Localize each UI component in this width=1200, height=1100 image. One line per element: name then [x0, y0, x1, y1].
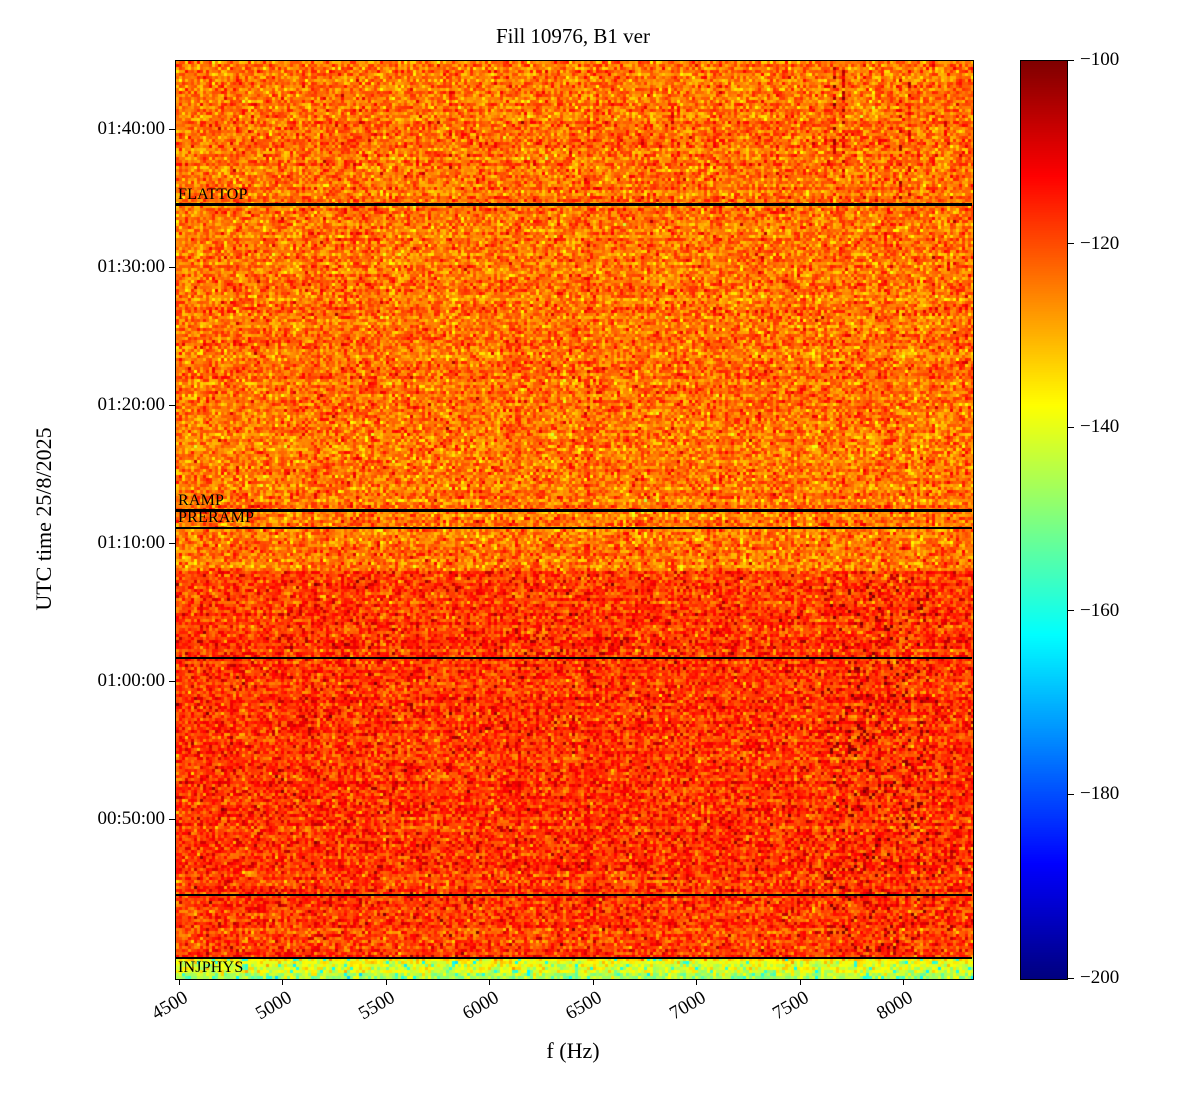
y-tick-label: 01:30:00 — [97, 256, 165, 278]
x-tick-mark — [903, 979, 905, 985]
x-tick-label: 6000 — [458, 987, 503, 1025]
x-tick-label: 4500 — [148, 987, 192, 1025]
x-tick-label: 6500 — [562, 987, 606, 1025]
y-tick-label: 01:00:00 — [97, 670, 165, 692]
x-tick-mark — [282, 979, 284, 985]
x-tick-mark — [385, 979, 387, 985]
colorbar-tick-label: −100 — [1080, 49, 1120, 70]
spectrogram-canvas — [176, 61, 973, 979]
machine-mode-line-injphys — [175, 957, 972, 960]
y-tick-label: 01:10:00 — [97, 532, 165, 554]
y-tick-mark — [169, 680, 175, 682]
machine-mode-line-flattop — [175, 203, 972, 207]
machine-mode-line-preramp — [175, 527, 972, 530]
machine-mode-line — [175, 657, 972, 660]
x-tick-mark — [592, 979, 594, 985]
colorbar-tick-mark — [1068, 426, 1074, 428]
x-axis-label: f (Hz) — [546, 1038, 600, 1063]
colorbar-tick-mark — [1068, 977, 1074, 979]
colorbar — [1020, 60, 1068, 980]
y-tick-label: 01:40:00 — [97, 118, 165, 140]
x-tick-mark — [489, 979, 491, 985]
colorbar-tick-label: −160 — [1080, 599, 1120, 621]
x-tick-label: 8000 — [872, 987, 917, 1025]
machine-mode-label-ramp: RAMP — [178, 491, 225, 509]
x-tick-label: 7000 — [665, 987, 710, 1025]
colorbar-tick-mark — [1068, 59, 1074, 61]
y-axis-label: UTC time 25/8/2025 — [31, 427, 56, 611]
y-tick-label: 01:20:00 — [97, 394, 165, 416]
y-tick-mark — [169, 404, 175, 406]
y-tick-mark — [169, 266, 175, 268]
colorbar-tick-label: −200 — [1080, 967, 1120, 988]
machine-mode-label-injphys: INJPHYS — [178, 959, 244, 977]
y-tick-mark — [169, 128, 175, 130]
colorbar-canvas — [1021, 61, 1067, 979]
x-tick-mark — [799, 979, 801, 985]
x-tick-label: 7500 — [769, 987, 813, 1025]
chart-title: Fill 10976, B1 ver — [495, 24, 651, 48]
machine-mode-label-preramp: PRERAMP — [178, 509, 255, 527]
colorbar-tick-mark — [1068, 610, 1074, 612]
x-tick-mark — [696, 979, 698, 985]
y-tick-mark — [169, 542, 175, 544]
x-tick-mark — [178, 979, 180, 985]
machine-mode-line-ramp — [175, 509, 972, 513]
spectrogram-plot — [175, 60, 974, 980]
colorbar-tick-mark — [1068, 793, 1074, 796]
y-tick-mark — [169, 818, 175, 820]
machine-mode-label-flattop: FLATTOP — [178, 185, 248, 203]
colorbar-tick-label: −120 — [1080, 232, 1120, 254]
machine-mode-line — [175, 894, 972, 897]
colorbar-tick-label: −140 — [1080, 416, 1120, 438]
y-tick-label: 00:50:00 — [97, 808, 165, 830]
x-tick-label: 5000 — [251, 987, 296, 1025]
x-tick-label: 5500 — [355, 987, 399, 1025]
colorbar-tick-mark — [1068, 243, 1074, 245]
colorbar-tick-label: −180 — [1080, 783, 1120, 805]
